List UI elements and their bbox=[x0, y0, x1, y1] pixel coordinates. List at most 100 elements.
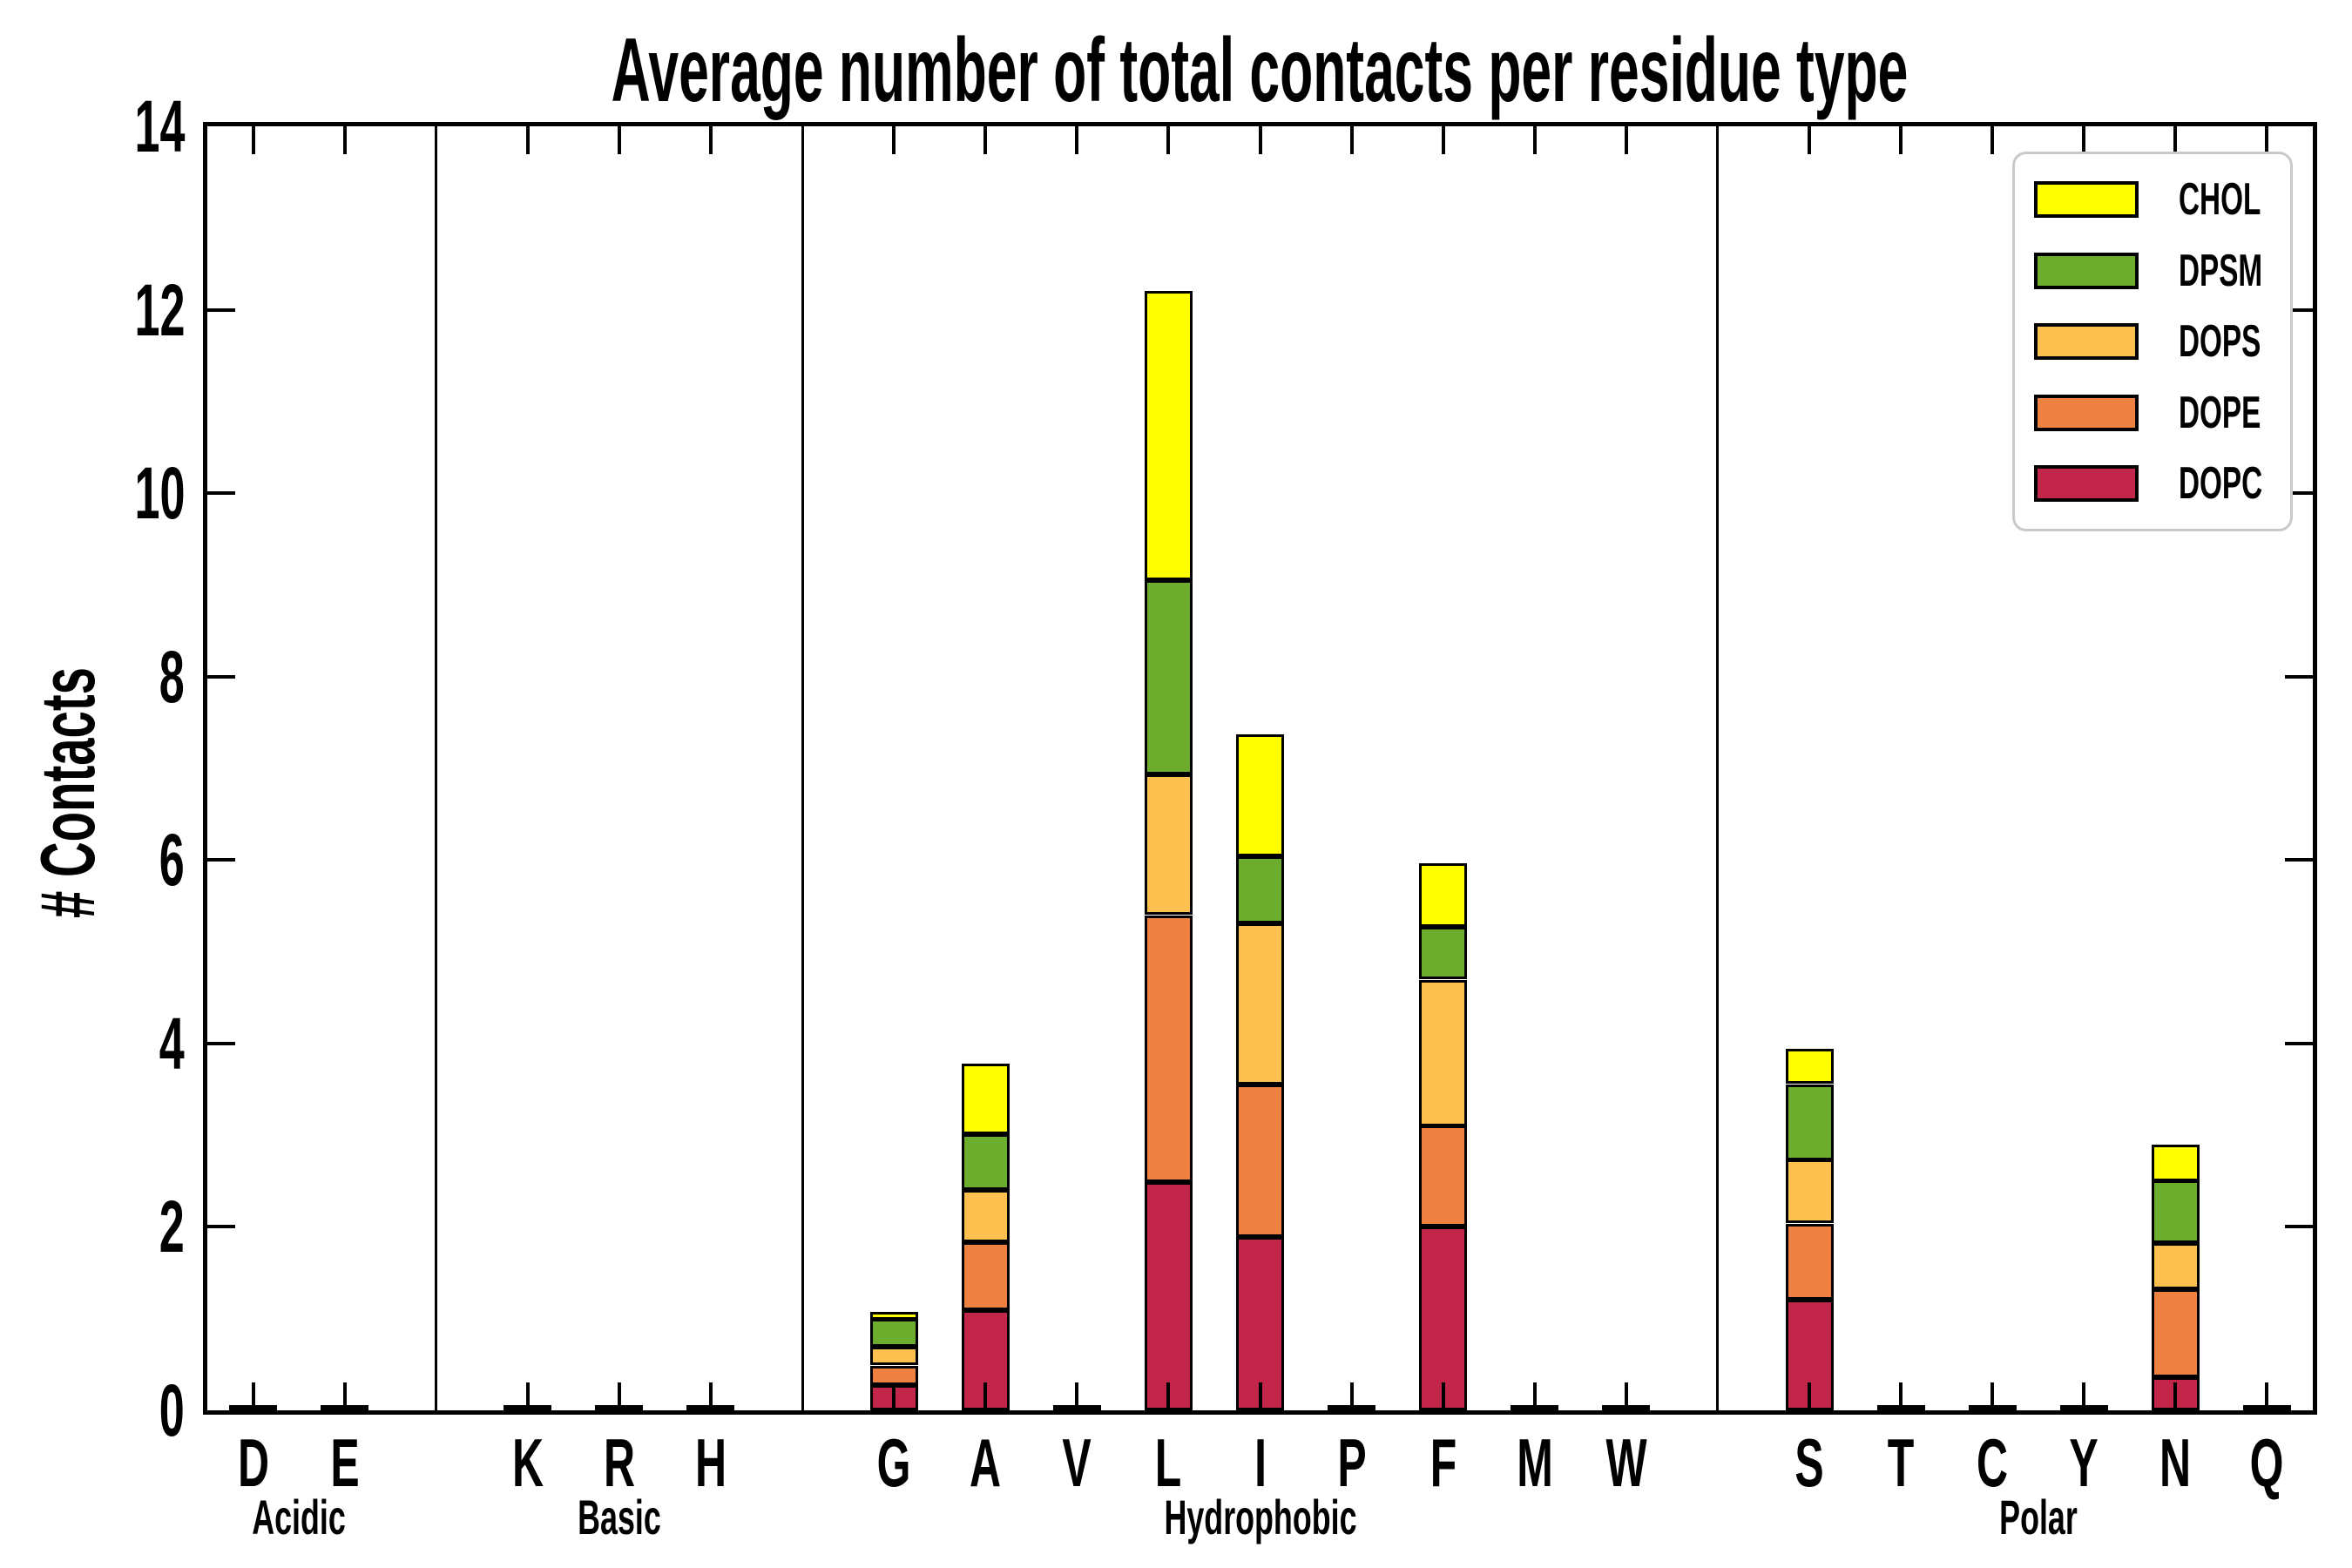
bar-segment-L-DOPS bbox=[1144, 774, 1193, 915]
legend-swatch-DOPC bbox=[2034, 465, 2139, 502]
x-tick-label-T: T bbox=[1887, 1424, 1915, 1501]
x-tick bbox=[1624, 1382, 1628, 1410]
y-tick bbox=[207, 858, 235, 862]
bar-segment-F-CHOL bbox=[1419, 863, 1468, 927]
x-tick-label-W: W bbox=[1605, 1424, 1647, 1501]
legend: CHOL DPSM DOPS DOPE DOPC bbox=[2012, 152, 2293, 531]
bar-segment-I-DPSM bbox=[1236, 856, 1284, 923]
legend-swatch-DPSM bbox=[2034, 252, 2139, 289]
legend-entry-CHOL: CHOL bbox=[2015, 177, 2290, 222]
legend-entry-DOPS: DOPS bbox=[2015, 319, 2290, 364]
y-tick-right bbox=[2285, 674, 2313, 679]
bar-segment-A-CHOL bbox=[961, 1064, 1010, 1134]
x-tick-label-Y: Y bbox=[2069, 1424, 2099, 1501]
x-tick-label-R: R bbox=[603, 1424, 635, 1501]
x-tick-label-C: C bbox=[1977, 1424, 2009, 1501]
x-tick bbox=[342, 1382, 347, 1410]
x-tick bbox=[1532, 1382, 1537, 1410]
x-tick-top bbox=[1532, 126, 1537, 154]
x-tick-top bbox=[1349, 126, 1354, 154]
bar-segment-S-CHOL bbox=[1785, 1049, 1834, 1084]
x-tick-label-I: I bbox=[1254, 1424, 1267, 1501]
y-axis-label: # Contacts bbox=[24, 667, 111, 918]
bar-segment-A-DOPS bbox=[961, 1190, 1010, 1242]
x-tick bbox=[1990, 1382, 1995, 1410]
legend-label-DPSM: DPSM bbox=[2179, 245, 2263, 296]
x-tick-top bbox=[2173, 126, 2178, 154]
legend-swatch-DOPE bbox=[2034, 394, 2139, 431]
x-tick-top bbox=[525, 126, 530, 154]
y-tick bbox=[207, 1041, 235, 1045]
y-tick-right bbox=[2285, 1225, 2313, 1229]
bar-segment-L-DOPC bbox=[1144, 1182, 1193, 1410]
x-tick bbox=[1349, 1382, 1354, 1410]
legend-swatch-CHOL bbox=[2034, 181, 2139, 218]
x-tick-top bbox=[983, 126, 988, 154]
legend-swatch-DOPS bbox=[2034, 323, 2139, 360]
y-tick-label-10: 10 bbox=[134, 452, 185, 535]
y-tick-label-2: 2 bbox=[159, 1186, 185, 1268]
y-tick-label-0: 0 bbox=[159, 1369, 185, 1451]
bar-segment-F-DOPS bbox=[1419, 980, 1468, 1126]
group-label-polar: Polar bbox=[1998, 1490, 2078, 1544]
x-tick bbox=[1808, 1382, 1812, 1410]
legend-label-DOPE: DOPE bbox=[2179, 387, 2261, 438]
x-tick-label-K: K bbox=[511, 1424, 544, 1501]
y-tick-label-8: 8 bbox=[159, 635, 185, 718]
x-tick bbox=[1166, 1382, 1171, 1410]
x-tick-label-L: L bbox=[1155, 1424, 1182, 1501]
x-tick bbox=[1258, 1382, 1262, 1410]
y-tick bbox=[207, 1225, 235, 1229]
x-tick-label-A: A bbox=[970, 1424, 1002, 1501]
bar-segment-N-DOPS bbox=[2151, 1243, 2200, 1289]
x-tick-label-P: P bbox=[1336, 1424, 1367, 1501]
x-tick-top bbox=[1808, 126, 1812, 154]
bar-segment-G-DOPS bbox=[869, 1347, 918, 1365]
x-tick bbox=[1441, 1382, 1445, 1410]
bar-segment-L-CHOL bbox=[1144, 291, 1193, 580]
legend-label-CHOL: CHOL bbox=[2179, 174, 2261, 225]
bar-segment-L-DPSM bbox=[1144, 580, 1193, 774]
y-tick-right bbox=[2285, 1041, 2313, 1045]
x-tick-top bbox=[617, 126, 621, 154]
bar-segment-L-DOPE bbox=[1144, 916, 1193, 1182]
x-tick-top bbox=[708, 126, 713, 154]
bar-segment-I-DOPE bbox=[1236, 1085, 1284, 1237]
x-tick-top bbox=[342, 126, 347, 154]
bar-segment-F-DPSM bbox=[1419, 927, 1468, 979]
bar-segment-I-DOPC bbox=[1236, 1237, 1284, 1410]
x-tick bbox=[251, 1382, 255, 1410]
group-separator bbox=[1716, 126, 1720, 1410]
x-tick bbox=[1899, 1382, 1903, 1410]
y-tick bbox=[207, 308, 235, 312]
bar-segment-A-DPSM bbox=[961, 1134, 1010, 1190]
x-tick-top bbox=[1075, 126, 1079, 154]
x-tick bbox=[983, 1382, 988, 1410]
x-tick-label-F: F bbox=[1429, 1424, 1456, 1501]
x-tick-label-S: S bbox=[1794, 1424, 1824, 1501]
bar-segment-A-DOPE bbox=[961, 1242, 1010, 1310]
group-label-basic: Basic bbox=[578, 1490, 661, 1544]
x-tick-label-Q: Q bbox=[2250, 1424, 2284, 1501]
x-tick-label-H: H bbox=[694, 1424, 727, 1501]
x-tick-top bbox=[2082, 126, 2086, 154]
x-tick-top bbox=[1166, 126, 1171, 154]
legend-label-DOPS: DOPS bbox=[2179, 316, 2261, 367]
x-tick bbox=[708, 1382, 713, 1410]
x-tick-label-G: G bbox=[876, 1424, 911, 1501]
x-tick-top bbox=[2265, 126, 2269, 154]
bar-segment-I-CHOL bbox=[1236, 734, 1284, 856]
y-tick-label-14: 14 bbox=[134, 85, 185, 167]
bar-segment-N-DPSM bbox=[2151, 1180, 2200, 1243]
group-label-acidic: Acidic bbox=[252, 1490, 346, 1544]
x-tick bbox=[1075, 1382, 1079, 1410]
bar-segment-G-DPSM bbox=[869, 1319, 918, 1347]
bar-segment-S-DOPS bbox=[1785, 1159, 1834, 1223]
y-tick-label-6: 6 bbox=[159, 819, 185, 902]
x-tick-label-V: V bbox=[1062, 1424, 1092, 1501]
group-separator bbox=[801, 126, 804, 1410]
x-tick bbox=[617, 1382, 621, 1410]
legend-label-DOPC: DOPC bbox=[2179, 458, 2263, 509]
bar-segment-S-DPSM bbox=[1785, 1085, 1834, 1160]
